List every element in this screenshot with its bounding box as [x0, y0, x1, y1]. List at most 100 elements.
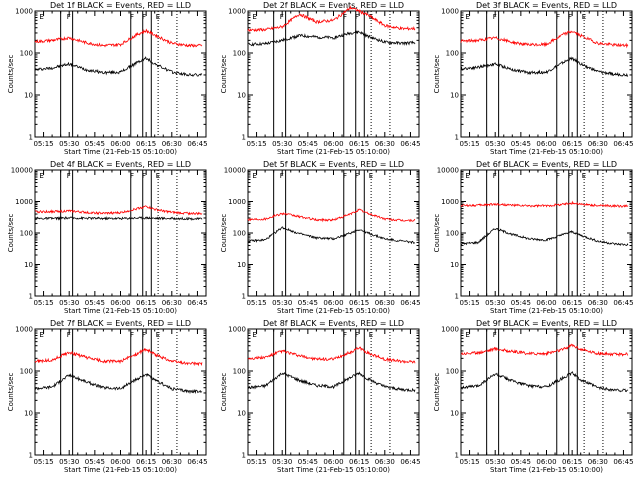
- y-tick-label: 1: [455, 452, 459, 460]
- x-tick-label: 05:15: [33, 140, 53, 148]
- x-tick-label: 05:45: [85, 140, 105, 148]
- x-tick-label: 06:30: [588, 299, 608, 307]
- y-axis-label: Counts/sec: [220, 373, 228, 412]
- y-axis-label: Counts/sec: [7, 214, 15, 253]
- y-axis-label: Counts/sec: [433, 373, 441, 412]
- marker-label: F: [130, 172, 134, 180]
- y-tick-label: 1000: [228, 8, 246, 16]
- x-tick-label: 06:30: [375, 140, 395, 148]
- marker-label: F: [556, 331, 560, 339]
- series-line-lld: [34, 347, 203, 367]
- series-line-lld: [247, 208, 416, 223]
- x-tick-label: 05:30: [272, 299, 292, 307]
- x-tick-label: 06:00: [323, 140, 343, 148]
- marker-label: E: [582, 13, 586, 21]
- x-tick-label: 06:30: [162, 458, 182, 466]
- x-tick-label: 06:00: [536, 299, 556, 307]
- panel-det-4: Det 4f BLACK = Events, RED = LLD 1 10 100 10…: [7, 160, 208, 315]
- y-tick-label: 10: [450, 92, 459, 100]
- y-tick-label: 10000: [437, 167, 459, 175]
- series-line-lld: [34, 205, 203, 216]
- panel-det-7: Det 7f BLACK = Events, RED = LLD 1 10 100 10…: [7, 319, 208, 474]
- y-tick-label: 1000: [15, 8, 33, 16]
- marker-label: F: [280, 172, 284, 180]
- y-tick-label: 10000: [11, 167, 33, 175]
- x-tick-label: 05:30: [485, 140, 505, 148]
- x-tick-label: 06:00: [110, 140, 130, 148]
- marker-label: F: [280, 13, 284, 21]
- x-tick-label: 06:45: [613, 458, 633, 466]
- panel-title: Det 9f BLACK = Events, RED = LLD: [476, 319, 617, 328]
- marker-label: F: [67, 172, 71, 180]
- y-tick-label: 100: [233, 368, 246, 376]
- x-tick-label: 06:30: [162, 140, 182, 148]
- marker-label: E: [252, 331, 256, 339]
- x-tick-label: 06:15: [136, 458, 156, 466]
- marker-label: F: [493, 13, 497, 21]
- x-tick-label: 06:00: [536, 458, 556, 466]
- marker-label: E: [252, 172, 256, 180]
- marker-label: F: [355, 331, 359, 339]
- marker-label: F: [343, 331, 347, 339]
- series-line-events: [34, 56, 203, 78]
- series-line-events: [247, 29, 416, 47]
- y-tick-label: 1: [242, 134, 246, 142]
- x-tick-label: 06:45: [400, 140, 420, 148]
- series-line-events: [460, 227, 629, 247]
- y-tick-label: 1: [29, 134, 33, 142]
- x-tick-label: 06:45: [187, 299, 207, 307]
- y-axis-label: Counts/sec: [220, 55, 228, 94]
- y-tick-label: 1000: [441, 326, 459, 334]
- x-tick-label: 05:30: [59, 299, 79, 307]
- y-tick-label: 1000: [228, 198, 246, 206]
- y-tick-label: 1: [29, 293, 33, 301]
- y-tick-label: 10: [24, 261, 33, 269]
- marker-label: F: [568, 13, 572, 21]
- y-tick-label: 100: [20, 368, 33, 376]
- x-axis-label: Start Time (21-Feb-15 05:10:00): [490, 466, 603, 474]
- panel-title: Det 6f BLACK = Events, RED = LLD: [476, 160, 617, 169]
- marker-label: F: [280, 331, 284, 339]
- marker-label: F: [355, 172, 359, 180]
- y-tick-label: 10: [237, 261, 246, 269]
- x-tick-label: 05:30: [59, 140, 79, 148]
- y-tick-label: 10: [24, 410, 33, 418]
- x-tick-label: 05:15: [459, 299, 479, 307]
- x-tick-label: 06:45: [187, 458, 207, 466]
- x-tick-label: 05:45: [511, 458, 531, 466]
- marker-label: E: [156, 13, 160, 21]
- panel-title: Det 7f BLACK = Events, RED = LLD: [50, 319, 191, 328]
- x-tick-label: 05:30: [59, 458, 79, 466]
- marker-label: F: [343, 13, 347, 21]
- panel-title: Det 2f BLACK = Events, RED = LLD: [263, 1, 404, 10]
- y-tick-label: 1: [242, 293, 246, 301]
- panel-det-3: Det 3f BLACK = Events, RED = LLD 1 10 100 10…: [433, 1, 634, 156]
- marker-label: F: [355, 13, 359, 21]
- x-tick-label: 05:30: [272, 458, 292, 466]
- series-line-events: [460, 56, 629, 77]
- marker-label: F: [556, 13, 560, 21]
- x-axis-label: Start Time (21-Feb-15 05:10:00): [64, 466, 177, 474]
- x-tick-label: 06:30: [375, 458, 395, 466]
- marker-label: F: [130, 331, 134, 339]
- series-line-lld: [460, 200, 629, 208]
- series-line-events: [460, 370, 629, 393]
- x-axis-label: Start Time (21-Feb-15 05:10:00): [277, 148, 390, 156]
- x-tick-label: 05:45: [85, 458, 105, 466]
- y-tick-label: 1000: [228, 326, 246, 334]
- marker-label: F: [67, 331, 71, 339]
- marker-label: F: [493, 331, 497, 339]
- marker-label: F: [142, 331, 146, 339]
- series-line-events: [247, 371, 416, 393]
- series-line-events: [34, 216, 203, 221]
- y-tick-label: 100: [446, 50, 459, 58]
- marker-label: F: [142, 172, 146, 180]
- marker-label: E: [465, 13, 469, 21]
- series-line-lld: [460, 30, 629, 49]
- x-tick-label: 06:00: [323, 458, 343, 466]
- x-tick-label: 05:15: [459, 140, 479, 148]
- panel-det-8: Det 8f BLACK = Events, RED = LLD 1 10 100 10…: [220, 319, 421, 474]
- x-tick-label: 05:15: [246, 299, 266, 307]
- panel-det-1: Det 1f BLACK = Events, RED = LLD 1 10 100 10…: [7, 1, 208, 156]
